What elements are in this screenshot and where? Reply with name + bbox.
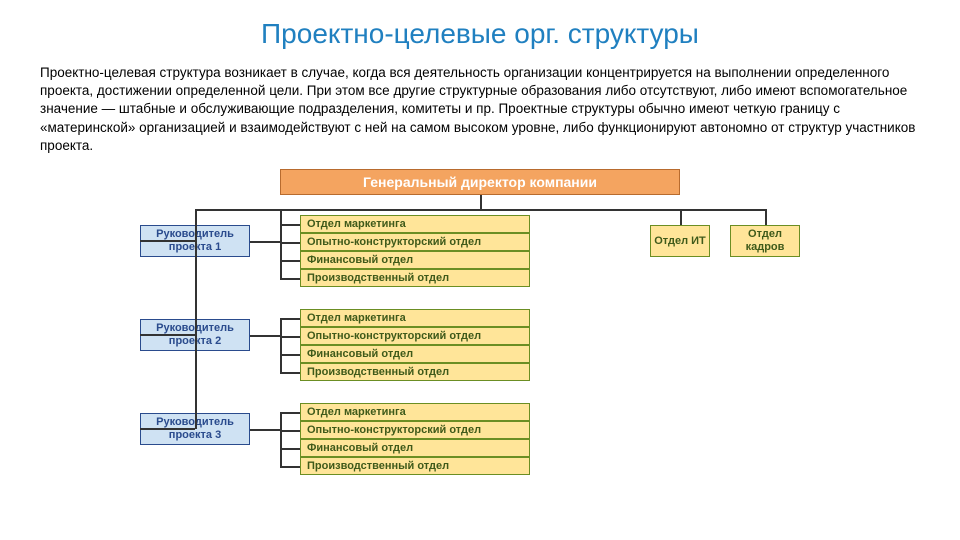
edge [280, 412, 282, 466]
node-dept-0-1: Опытно-конструкторский отдел [300, 233, 530, 251]
edge [280, 224, 282, 225]
edge [140, 428, 195, 430]
edge [280, 336, 300, 338]
edge [280, 318, 300, 320]
node-dept-2-0: Отдел маркетинга [300, 403, 530, 421]
edge [250, 241, 280, 243]
node-dept-0-0: Отдел маркетинга [300, 215, 530, 233]
node-dept-2-1: Опытно-конструкторский отдел [300, 421, 530, 439]
edge [250, 335, 280, 337]
edge [280, 260, 300, 262]
node-ceo: Генеральный директор компании [280, 169, 680, 195]
edge [280, 466, 300, 468]
edge [765, 209, 767, 225]
body-paragraph: Проектно-целевая структура возникает в с… [40, 64, 920, 155]
org-chart: Генеральный директор компании Отдел ИТ Отд… [120, 169, 840, 509]
node-dept-0-3: Производственный отдел [300, 269, 530, 287]
edge [680, 209, 682, 225]
edge [280, 412, 300, 414]
edge [140, 240, 195, 242]
edge [280, 372, 300, 374]
edge [280, 430, 300, 432]
node-dept-1-0: Отдел маркетинга [300, 309, 530, 327]
edge [480, 195, 482, 209]
edge [280, 224, 282, 278]
node-dept-1-3: Производственный отдел [300, 363, 530, 381]
edge [140, 334, 195, 336]
edge [280, 448, 300, 450]
node-dept-2-3: Производственный отдел [300, 457, 530, 475]
node-dept-2-2: Финансовый отдел [300, 439, 530, 457]
page-title: Проектно-целевые орг. структуры [40, 18, 920, 50]
edge [280, 209, 282, 225]
edge [280, 354, 300, 356]
edge [250, 429, 280, 431]
edge [280, 242, 300, 244]
edge [195, 209, 197, 429]
node-side-1: Отдел кадров [730, 225, 800, 257]
node-dept-1-1: Опытно-конструкторский отдел [300, 327, 530, 345]
edge [280, 318, 282, 372]
edge [280, 278, 300, 280]
node-dept-0-2: Финансовый отдел [300, 251, 530, 269]
edge [280, 224, 300, 226]
node-dept-1-2: Финансовый отдел [300, 345, 530, 363]
node-side-0: Отдел ИТ [650, 225, 710, 257]
